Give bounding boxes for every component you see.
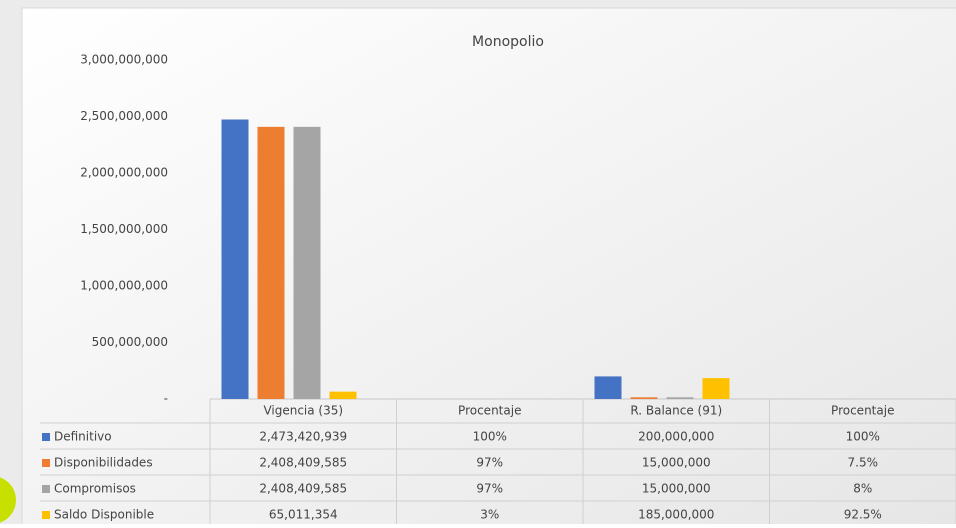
legend-label: Compromisos	[54, 482, 136, 496]
legend-swatch	[42, 511, 50, 519]
decoration	[0, 477, 16, 523]
legend-label: Saldo Disponible	[54, 508, 154, 522]
table-cell: 97%	[476, 456, 503, 470]
y-tick-label: 2,000,000,000	[80, 166, 168, 180]
table-cell: 7.5%	[848, 456, 879, 470]
y-tick-label: 3,000,000,000	[80, 53, 168, 67]
table-cell: 97%	[476, 482, 503, 496]
legend-swatch	[42, 433, 50, 441]
table-cell: 8%	[853, 482, 872, 496]
y-tick-label: 1,500,000,000	[80, 222, 168, 236]
table-cell: 185,000,000	[638, 508, 714, 522]
table-cell: 2,473,420,939	[259, 430, 347, 444]
bar	[666, 397, 694, 399]
table-cell: 200,000,000	[638, 430, 714, 444]
table-cell: 15,000,000	[642, 456, 711, 470]
chart-title: Monopolio	[472, 34, 544, 50]
chart-area	[21, 7, 956, 528]
legend-swatch	[42, 485, 50, 493]
bar	[293, 126, 321, 399]
bar	[221, 119, 249, 400]
x-tick-label: Procentaje	[831, 404, 894, 418]
table-cell: 100%	[473, 430, 507, 444]
x-tick-label: Procentaje	[458, 404, 521, 418]
legend-swatch	[42, 459, 50, 467]
x-tick-label: Vigencia (35)	[263, 404, 343, 418]
bar	[702, 378, 730, 399]
x-tick-label: R. Balance (91)	[630, 404, 722, 418]
bar	[257, 126, 285, 399]
table-cell: 15,000,000	[642, 482, 711, 496]
table-cell: 3%	[480, 508, 499, 522]
y-tick-label: 2,500,000,000	[80, 109, 168, 123]
table-cell: 92.5%	[844, 508, 882, 522]
bar	[630, 397, 658, 399]
table-cell: 100%	[846, 430, 880, 444]
legend-label: Definitivo	[54, 430, 112, 444]
y-tick-label: -	[164, 392, 168, 406]
legend-label: Disponibilidades	[54, 456, 153, 470]
table-cell: 65,011,354	[269, 508, 338, 522]
bar	[329, 391, 357, 399]
y-tick-label: 1,000,000,000	[80, 279, 168, 293]
bar	[594, 376, 622, 399]
table-cell: 2,408,409,585	[259, 456, 347, 470]
table-cell: 2,408,409,585	[259, 482, 347, 496]
y-tick-label: 500,000,000	[92, 335, 168, 349]
